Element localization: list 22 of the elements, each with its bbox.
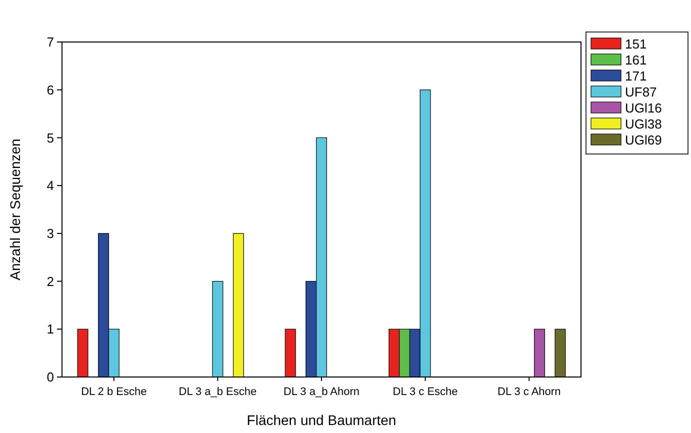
- y-tick-label: 4: [46, 178, 54, 194]
- y-tick-label: 2: [46, 274, 54, 289]
- y-tick-label: 3: [46, 226, 54, 241]
- x-axis-title: Flächen und Baumarten: [246, 412, 396, 428]
- y-tick-label: 7: [46, 34, 54, 50]
- legend-label: UF87: [625, 84, 657, 100]
- x-tick-label: DL 3 a_b Esche: [178, 386, 257, 398]
- legend-label: 171: [625, 68, 647, 84]
- legend-label: UGl69: [625, 132, 662, 148]
- y-tick-label: 5: [46, 130, 54, 146]
- legend-label: 151: [625, 36, 647, 52]
- y-tick-label: 0: [46, 370, 54, 385]
- legend-label: UGl38: [625, 116, 662, 132]
- legend-label: UGl16: [625, 100, 662, 116]
- x-tick-label: DL 3 a_b Ahorn: [283, 386, 360, 398]
- y-axis-title: Anzahl der Sequenzen: [7, 138, 23, 280]
- legend-label: 161: [625, 52, 647, 68]
- y-tick-label: 6: [46, 82, 54, 98]
- x-tick-label: DL 3 c Esche: [392, 386, 458, 398]
- y-tick-label: 1: [46, 322, 54, 337]
- x-tick-label: DL 2 b Esche: [81, 386, 147, 398]
- x-tick-label: DL 3 c Ahorn: [498, 386, 561, 398]
